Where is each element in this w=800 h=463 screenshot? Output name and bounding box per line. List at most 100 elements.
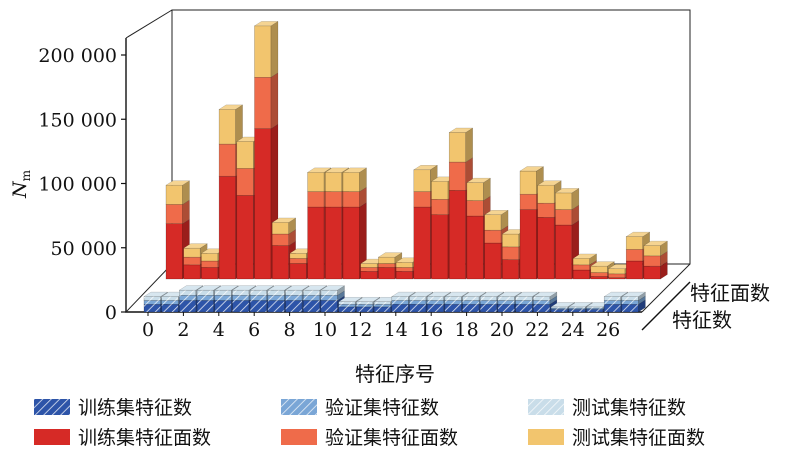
bar-group xyxy=(143,20,669,313)
bar-segment xyxy=(271,217,296,235)
frame-floor-right-edge xyxy=(641,263,691,313)
bar-top xyxy=(183,243,208,249)
bar-top xyxy=(306,167,332,173)
x-tick-label: 4 xyxy=(213,319,225,341)
bar-top xyxy=(284,285,310,291)
bar-top xyxy=(590,261,615,267)
bar-segment xyxy=(271,229,296,246)
bar-top xyxy=(497,291,523,297)
bar-segment xyxy=(342,202,367,280)
y-axis-label: Nm xyxy=(9,169,33,199)
x-tick-label: 6 xyxy=(248,319,260,341)
bar-top xyxy=(515,291,540,297)
y-tick-label: 100 000 xyxy=(38,174,117,196)
bar-top xyxy=(532,291,558,297)
bar-segment xyxy=(484,209,509,231)
frame-floor-left-edge xyxy=(125,263,173,313)
bar-segment xyxy=(320,290,345,301)
bar-top xyxy=(218,104,244,110)
frame-top-left-edge xyxy=(125,9,173,39)
bar-segment xyxy=(218,104,243,145)
y-axis-label-main: N xyxy=(9,180,31,199)
bar-top xyxy=(355,297,381,302)
legend-swatch xyxy=(528,429,564,445)
legend-swatch xyxy=(281,429,317,445)
x-tick-label: 18 xyxy=(455,319,479,341)
x-tick-label: 10 xyxy=(313,319,337,341)
bar-top xyxy=(391,291,416,297)
bar-top xyxy=(568,302,593,308)
depth-axis-labels: 特征面数 特征数 xyxy=(672,281,770,332)
legend-item: 训练集特征面数 xyxy=(34,427,211,449)
bar-segment xyxy=(165,180,190,205)
legend-item: 训练集特征数 xyxy=(34,397,192,419)
bar-top xyxy=(550,302,576,308)
bar-top xyxy=(461,291,487,297)
x-tick-label: 20 xyxy=(490,319,514,341)
depth-label-faces: 特征面数 xyxy=(690,281,770,305)
bar-top xyxy=(448,127,474,133)
bar-top xyxy=(519,166,545,172)
bar-top xyxy=(302,285,328,291)
bar-segment xyxy=(533,291,558,301)
bar-segment xyxy=(643,261,668,280)
legend-label: 训练集特征面数 xyxy=(78,427,211,449)
y-tick-label: 200 000 xyxy=(38,45,117,67)
bar-segment xyxy=(466,195,491,217)
bar-segment xyxy=(342,186,367,208)
legend-item: 测试集特征数 xyxy=(528,397,686,419)
x-tick-label: 2 xyxy=(177,319,189,341)
legend-item: 验证集特征面数 xyxy=(281,427,458,449)
x-tick-label: 26 xyxy=(596,319,620,341)
bar-top xyxy=(377,252,403,258)
y-tick-label: 0 xyxy=(105,302,117,324)
x-tick-label: 24 xyxy=(561,319,585,341)
bar-segment xyxy=(320,285,345,296)
x-tick-label: 0 xyxy=(142,319,154,341)
bar-top xyxy=(625,231,651,237)
bar-top xyxy=(466,177,492,183)
bar-top xyxy=(554,188,580,194)
legend-item: 测试集特征面数 xyxy=(528,427,705,449)
bar-top xyxy=(342,167,368,173)
bar-segment xyxy=(555,188,580,210)
bar-top xyxy=(479,291,505,297)
bar-top xyxy=(643,240,669,246)
bar-top xyxy=(338,297,363,302)
bar-top xyxy=(537,180,562,186)
x-axis: 特征序号 0 2 4 6 8 10 12 14 16 18 20 22 24 26 xyxy=(142,312,620,386)
y-tick-label: 50 000 xyxy=(51,238,117,260)
bar-top xyxy=(214,285,239,291)
legend-item: 验证集特征数 xyxy=(281,397,439,419)
bar-top xyxy=(572,253,598,259)
x-tick-label: 12 xyxy=(348,319,372,341)
bar-top xyxy=(165,180,191,186)
bar-segment xyxy=(254,72,279,130)
bar-top xyxy=(253,21,279,27)
bar-segment xyxy=(165,199,190,225)
bar-top xyxy=(324,167,350,173)
bar-segment xyxy=(448,127,473,163)
y-axis: Nm 0 50 000 100 000 150 000 200 000 xyxy=(9,45,126,324)
bar-top xyxy=(408,291,434,297)
legend-label: 验证集特征数 xyxy=(325,397,439,419)
bar-top xyxy=(267,285,293,291)
bar-top xyxy=(621,291,647,297)
bar-top xyxy=(444,291,470,297)
bar-top xyxy=(413,165,438,170)
bar-top xyxy=(231,285,257,291)
legend-label: 测试集特征数 xyxy=(572,397,686,419)
bar-segment xyxy=(643,251,668,267)
bar-segment xyxy=(342,167,367,192)
legend-swatch xyxy=(34,429,70,445)
plot-frame xyxy=(125,9,691,331)
y-tick-label: 150 000 xyxy=(38,109,117,131)
x-tick-label: 14 xyxy=(384,319,408,341)
y-axis-label-sub: m xyxy=(19,169,33,181)
bar-top xyxy=(143,291,169,297)
x-axis-label: 特征序号 xyxy=(355,362,435,386)
bar-top xyxy=(320,285,346,291)
